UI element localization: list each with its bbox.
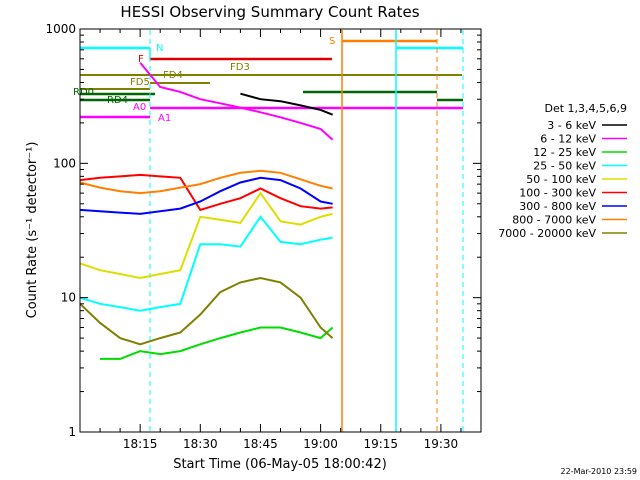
annotation-F: F — [138, 54, 144, 65]
legend-label-2: 12 - 25 keV — [533, 146, 596, 159]
legend-label-7: 800 - 7000 keV — [512, 214, 596, 227]
y-tick-label: 1 — [68, 425, 76, 439]
legend-label-5: 100 - 300 keV — [519, 187, 596, 200]
annotation-S: S — [329, 36, 335, 47]
legend-label-3: 25 - 50 keV — [533, 160, 596, 173]
annotation-A0: A0 — [133, 102, 146, 113]
x-tick-label: 18:15 — [123, 437, 158, 451]
legend-title: Det 1,3,4,5,6,9 — [544, 102, 627, 115]
legend-label-4: 50 - 100 keV — [526, 173, 596, 186]
annotation-RD4: RD4 — [107, 95, 128, 106]
x-tick-label: 18:30 — [183, 437, 218, 451]
series-line-8 — [79, 276, 334, 346]
series-line-5 — [79, 173, 333, 212]
y-tick-label: 1000 — [45, 22, 76, 36]
legend-label-0: 3 - 6 keV — [547, 119, 596, 132]
annotation-FD3: FD3 — [230, 62, 250, 73]
series-line-3 — [79, 215, 333, 312]
series-line-7 — [79, 169, 333, 195]
series-line-0 — [240, 92, 333, 116]
annotation-RD0: RD0 — [73, 87, 94, 98]
series-line-1 — [139, 62, 334, 141]
state-bars — [80, 39, 463, 119]
y-axis-title: Count Rate (s⁻¹ detector⁻¹) — [25, 142, 40, 319]
annotation-FD4: FD4 — [163, 70, 183, 81]
axis-layer: 18:15 18:30 18:45 19:00 19:15 19:30 1 10 100 1000 — [45, 22, 482, 451]
y-tick-label: 10 — [61, 291, 76, 305]
x-tick-label: 19:15 — [363, 437, 398, 451]
series-line-4 — [79, 191, 333, 280]
series-layer — [79, 62, 334, 360]
x-tick-label: 18:45 — [243, 437, 278, 451]
x-tick-label: 19:00 — [303, 437, 338, 451]
x-tick-label: 19:30 — [424, 437, 459, 451]
time-markers — [149, 30, 464, 432]
y-tick-label: 100 — [53, 156, 76, 170]
legend-label-1: 6 - 12 keV — [540, 133, 596, 146]
annotation-N: N — [156, 43, 163, 54]
annotation-A1: A1 — [158, 113, 171, 124]
chart-title: HESSI Observing Summary Count Rates — [120, 3, 419, 21]
series-line-2 — [100, 326, 334, 360]
x-axis-title: Start Time (06-May-05 18:00:42) — [173, 457, 387, 472]
legend-label-6: 300 - 800 keV — [519, 200, 596, 213]
legend-label-8: 7000 - 20000 keV — [498, 227, 596, 240]
timestamp: 22-Mar-2010 23:59 — [561, 467, 638, 476]
annotation-FD5: FD5 — [130, 77, 150, 88]
series-line-6 — [79, 176, 333, 215]
